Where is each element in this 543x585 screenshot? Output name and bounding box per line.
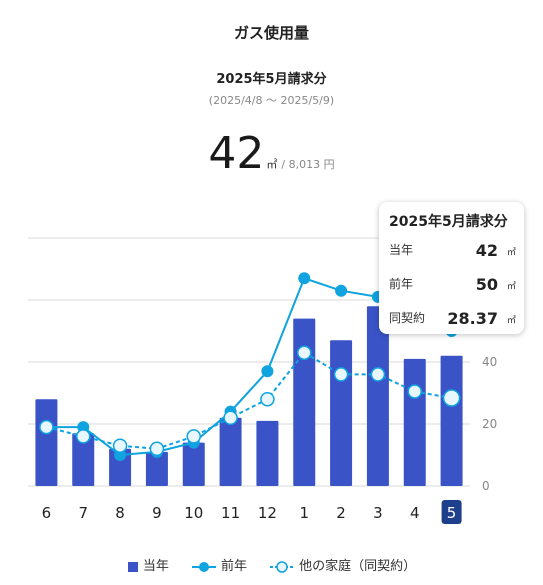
- bar-current: [145, 451, 168, 486]
- bar-current: [256, 420, 279, 486]
- bar-current: [109, 448, 132, 486]
- bar-current: [440, 355, 463, 486]
- bar-current: [72, 433, 95, 486]
- x-tick-label: 3: [373, 504, 383, 522]
- usage-unit: ㎥: [266, 158, 278, 171]
- usage-value: 42: [208, 128, 265, 179]
- chart-tooltip: 2025年5月請求分 当年 42 ㎥ 前年 50 ㎥ 同契約 28.37 ㎥: [379, 202, 524, 334]
- y-tick-label: 0: [482, 479, 490, 493]
- point-other-households: [370, 367, 386, 382]
- point-previous-year: [335, 284, 348, 297]
- bar-current: [330, 340, 353, 486]
- line-other-households: [46, 351, 452, 450]
- point-other-households: [223, 410, 238, 426]
- tooltip-label: 当年: [389, 243, 414, 257]
- bar-current: [219, 417, 242, 486]
- tooltip-value: 28.37: [447, 309, 498, 328]
- x-tick-label: 10: [184, 504, 203, 522]
- bar-current: [182, 442, 205, 486]
- point-other-households: [442, 389, 461, 407]
- y-tick-label: 40: [482, 355, 497, 369]
- point-other-households: [112, 438, 128, 453]
- legend-item-current[interactable]: 当年: [127, 555, 169, 574]
- legend-bar-swatch-icon: [127, 561, 138, 572]
- tooltip-value: 50: [475, 275, 498, 294]
- x-tick-label: 6: [42, 504, 52, 522]
- tooltip-unit: ㎥: [506, 282, 516, 292]
- point-other-households: [76, 429, 91, 444]
- point-previous-year: [261, 365, 274, 378]
- usage-cost: / 8,013 円: [281, 158, 335, 171]
- x-tick-label: 5: [447, 504, 457, 522]
- point-other-households: [407, 384, 422, 399]
- x-tick-label: 4: [410, 504, 420, 522]
- selected-month-highlight: [441, 500, 462, 524]
- point-other-households: [297, 345, 312, 360]
- legend-line-swatch-icon: [191, 561, 216, 572]
- tooltip-row-previous: 前年 50 ㎥: [389, 268, 516, 294]
- legend-item-previous[interactable]: 前年: [191, 555, 247, 574]
- tooltip-unit: ㎥: [506, 316, 516, 326]
- line-layer: [39, 272, 461, 461]
- tooltip-unit: ㎥: [506, 248, 516, 258]
- bar-current: [293, 318, 316, 486]
- legend-label: 前年: [220, 559, 247, 574]
- bar-current: [366, 306, 389, 486]
- tooltip-value: 42: [475, 241, 498, 260]
- bar-current: [35, 399, 58, 486]
- point-previous-year: [298, 272, 311, 285]
- tooltip-row-current: 当年 42 ㎥: [389, 234, 516, 260]
- tooltip-label: 前年: [389, 277, 414, 291]
- point-other-households: [260, 391, 275, 407]
- point-other-households: [186, 429, 201, 444]
- page-title: ガス使用量: [233, 24, 309, 42]
- x-tick-label: 9: [152, 504, 162, 522]
- tooltip-row-others: 同契約 28.37 ㎥: [389, 302, 516, 328]
- x-tick-label: 1: [299, 504, 309, 522]
- point-other-households: [333, 367, 349, 382]
- point-other-households: [39, 419, 54, 435]
- x-tick-label: 7: [78, 504, 88, 522]
- legend-dashed-swatch-icon: [270, 560, 295, 573]
- tooltip-label: 同契約: [389, 311, 426, 325]
- bar-current: [403, 358, 426, 486]
- tooltip-title: 2025年5月請求分: [389, 214, 508, 230]
- x-tick-label: 8: [115, 504, 125, 522]
- usage-summary: 42 ㎥/ 8,013 円: [0, 128, 543, 179]
- legend-item-others[interactable]: 他の家庭（同契約）: [269, 555, 416, 574]
- x-tick-label: 12: [258, 504, 277, 522]
- chart-legend: 当年 前年 他の家庭（同契約）: [0, 555, 543, 574]
- billing-period: 2025年5月請求分: [216, 72, 327, 87]
- billing-date-range: (2025/4/8 ～ 2025/5/9): [208, 94, 335, 107]
- x-tick-label: 2: [336, 504, 346, 522]
- x-tick-label: 11: [221, 504, 240, 522]
- legend-label: 当年: [142, 559, 169, 574]
- point-other-households: [149, 441, 165, 457]
- legend-label: 他の家庭（同契約）: [299, 559, 417, 574]
- y-tick-label: 20: [482, 417, 497, 431]
